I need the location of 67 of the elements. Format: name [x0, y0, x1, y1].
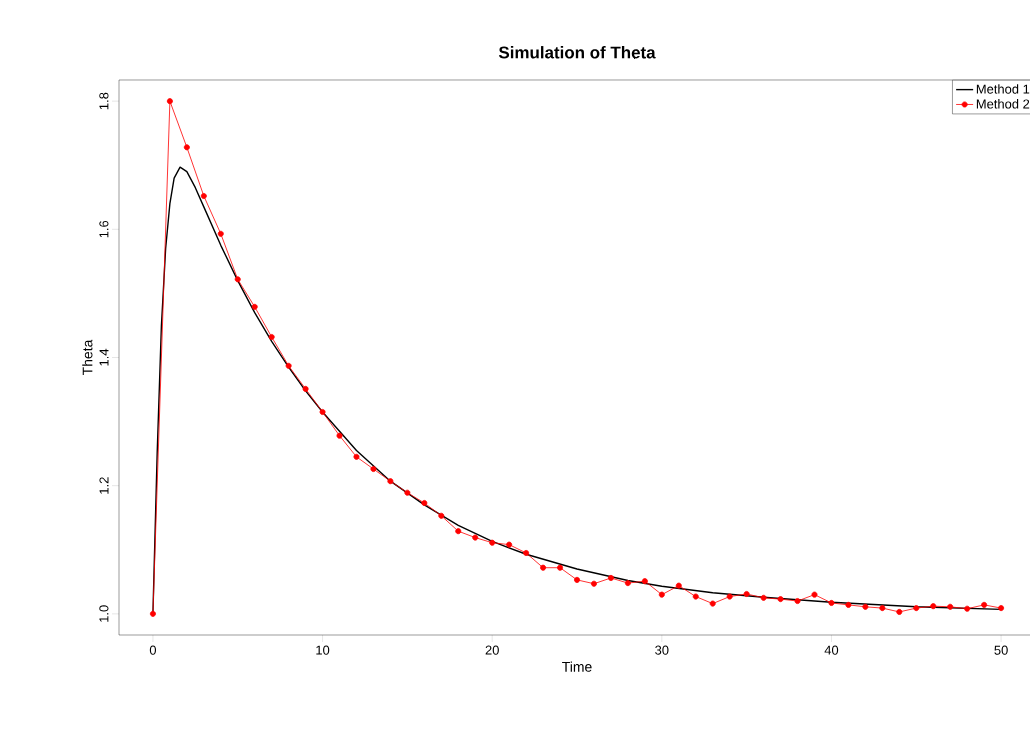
point [590, 580, 597, 587]
point [879, 605, 886, 612]
point [302, 385, 309, 392]
point [200, 193, 207, 199]
point [149, 610, 156, 617]
point [641, 578, 648, 585]
point [489, 539, 496, 546]
x-axis-title: Time [562, 661, 592, 672]
point [760, 594, 767, 601]
point [658, 591, 665, 598]
point [336, 432, 343, 439]
y-tick-label: 1.6 [99, 220, 109, 238]
point [794, 598, 801, 605]
point [234, 276, 241, 283]
point [675, 582, 682, 589]
x-tick-label: 0 [149, 645, 157, 655]
point [811, 591, 818, 598]
point [947, 603, 954, 610]
point [998, 605, 1005, 612]
y-tick-label: 1.8 [99, 92, 109, 110]
point [709, 600, 716, 607]
point [777, 596, 784, 603]
y-axis-title: Theta [82, 339, 93, 376]
point [472, 534, 479, 541]
point [726, 593, 733, 600]
point [540, 564, 547, 571]
x-tick-label: 30 [655, 645, 669, 655]
point [896, 608, 903, 615]
point [981, 601, 988, 608]
point [268, 334, 275, 340]
point [574, 576, 580, 583]
x-tick-label: 40 [824, 645, 839, 655]
point [251, 303, 258, 310]
point [166, 98, 173, 105]
y-tick-label: 1.2 [99, 477, 109, 494]
point [862, 603, 869, 610]
point [455, 528, 462, 535]
y-tick-label: 1.4 [99, 348, 109, 366]
point [319, 408, 326, 415]
point [743, 590, 750, 597]
point [624, 580, 631, 587]
x-tick-label: 50 [994, 645, 1008, 655]
point [692, 593, 699, 600]
point [828, 599, 835, 606]
point [404, 489, 411, 496]
point [353, 453, 360, 460]
point [506, 541, 513, 548]
point [387, 478, 394, 485]
point [370, 466, 377, 472]
point [523, 549, 530, 556]
point [913, 605, 920, 612]
point [421, 499, 428, 506]
x-tick-label: 10 [316, 645, 330, 655]
point [557, 564, 564, 571]
point [930, 603, 937, 610]
point [964, 605, 971, 612]
point [438, 512, 445, 519]
legend-label: Method 2 [976, 99, 1030, 109]
x-tick-label: 20 [485, 645, 499, 655]
point [183, 144, 190, 151]
y-tick-label: 1.0 [99, 605, 109, 622]
point [285, 362, 292, 369]
chart-title: Simulation of Theta [498, 46, 656, 59]
point [845, 601, 852, 608]
legend-label: Method 1 [976, 84, 1030, 94]
point [217, 230, 224, 237]
point [607, 574, 614, 581]
